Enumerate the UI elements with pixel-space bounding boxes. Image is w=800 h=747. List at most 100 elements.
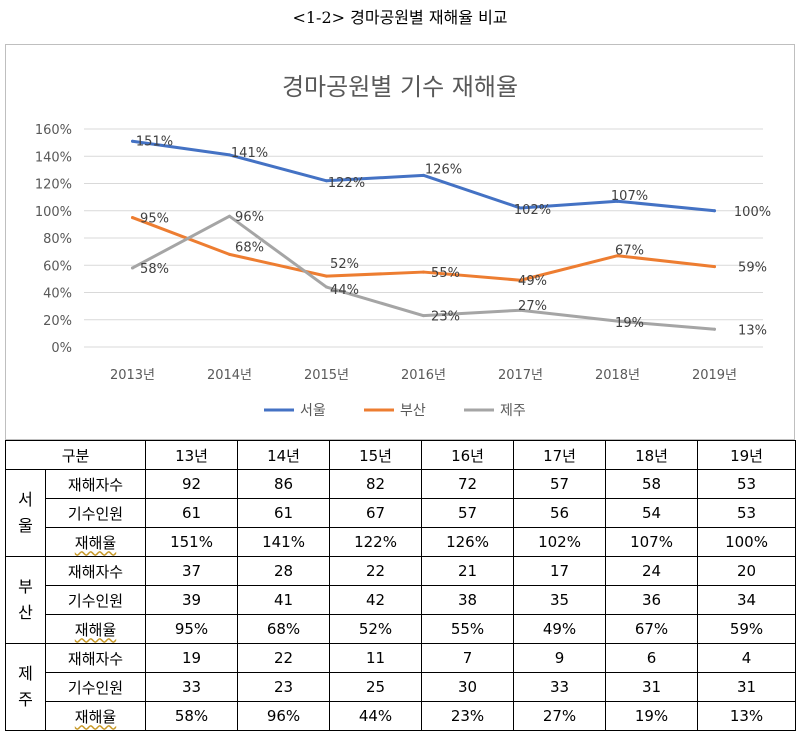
- figure-caption: <1-2> 경마공원별 재해율 비교: [292, 8, 508, 27]
- y-tick-label: 160%: [35, 123, 72, 138]
- data-point: [519, 308, 522, 312]
- data-label: 95%: [140, 212, 169, 227]
- value-cell: 58: [605, 469, 699, 499]
- value-cell: 19%: [605, 701, 699, 731]
- table-row: 제 주 재해자수 19 22 11 7 9 6 4: [5, 643, 797, 731]
- value-cell: 19: [145, 643, 239, 673]
- year-header-cell: 15년: [329, 440, 423, 470]
- data-label: 68%: [235, 240, 264, 255]
- table-row: 부 산 재해자수 37 28 22 21 17 24 20: [5, 556, 797, 644]
- data-label: 13%: [738, 323, 767, 338]
- data-label: 141%: [231, 146, 268, 161]
- value-cell: 38: [421, 585, 515, 615]
- table-row: 기수인원 33 23 25 30 33 31 31: [6, 672, 797, 702]
- value-cell: 39: [145, 585, 239, 615]
- table-row: 기수인원 61 61 67 57 56 54 53: [6, 498, 797, 528]
- value-cell: 13%: [697, 701, 797, 731]
- row-label-cell: 재해율: [44, 614, 147, 644]
- year-header-cell: 18년: [605, 440, 699, 470]
- data-label: 107%: [611, 189, 648, 204]
- row-label-cell: 재해율: [44, 527, 147, 557]
- data-label: 102%: [514, 203, 551, 218]
- data-point: [228, 252, 231, 256]
- value-cell: 33: [513, 672, 607, 702]
- value-cell: 61: [145, 498, 239, 528]
- data-point: [131, 266, 134, 270]
- value-cell: 27%: [513, 701, 607, 731]
- value-cell: 52%: [329, 614, 423, 644]
- value-cell: 22: [329, 556, 423, 586]
- data-point: [325, 274, 328, 278]
- row-label-cell: 재해자수: [44, 556, 147, 586]
- x-tick-label: 2019년: [692, 368, 737, 383]
- data-point: [228, 214, 231, 218]
- value-cell: 53: [697, 498, 797, 528]
- table-row: 서 울 재해자수 92 86 82 72 57 58 53: [5, 469, 797, 557]
- data-label: 100%: [734, 205, 771, 220]
- value-cell: 9: [513, 643, 607, 673]
- data-point: [713, 265, 716, 269]
- data-label: 55%: [431, 266, 460, 281]
- value-cell: 4: [697, 643, 797, 673]
- data-label: 44%: [330, 283, 359, 298]
- data-point: [616, 199, 619, 203]
- value-cell: 58%: [145, 701, 239, 731]
- y-tick-label: 60%: [43, 259, 72, 274]
- data-point: [713, 327, 716, 331]
- value-cell: 23: [237, 672, 331, 702]
- value-cell: 57: [513, 469, 607, 499]
- table-body: 서 울 재해자수 92 86 82 72 57 58 53 기수인원 61 61 67 57 56 54 53 재해…: [5, 469, 797, 731]
- data-point: [131, 216, 134, 220]
- value-cell: 24: [605, 556, 699, 586]
- value-cell: 102%: [513, 527, 607, 557]
- value-cell: 31: [605, 672, 699, 702]
- value-cell: 30: [421, 672, 515, 702]
- year-header-cell: 14년: [237, 440, 331, 470]
- data-label: 59%: [738, 261, 767, 276]
- data-label: 27%: [518, 299, 547, 314]
- value-cell: 25: [329, 672, 423, 702]
- data-label: 151%: [136, 134, 173, 149]
- x-tick-label: 2018년: [595, 368, 640, 383]
- value-cell: 68%: [237, 614, 331, 644]
- value-cell: 34: [697, 585, 797, 615]
- data-point: [422, 314, 425, 318]
- x-tick-label: 2016년: [401, 368, 446, 383]
- group-header-cell: 구분: [4, 440, 147, 470]
- table-row: 재해율 95% 68% 52% 55% 49% 67% 59%: [6, 614, 797, 644]
- value-cell: 107%: [605, 527, 699, 557]
- value-cell: 82: [329, 469, 423, 499]
- data-label: 126%: [425, 162, 462, 177]
- chart-title: 경마공원별 기수 재해율: [282, 73, 518, 101]
- x-tick-label: 2017년: [498, 368, 543, 383]
- data-point: [616, 254, 619, 258]
- data-point: [325, 179, 328, 183]
- value-cell: 86: [237, 469, 331, 499]
- value-cell: 37: [145, 556, 239, 586]
- value-cell: 11: [329, 643, 423, 673]
- data-label: 67%: [615, 244, 644, 259]
- data-point: [422, 270, 425, 274]
- data-point: [422, 173, 425, 177]
- row-label-cell: 재해자수: [44, 643, 147, 673]
- data-label: 49%: [518, 274, 547, 289]
- value-cell: 7: [421, 643, 515, 673]
- year-header-cell: 19년: [697, 440, 797, 470]
- value-cell: 72: [421, 469, 515, 499]
- x-tick-label: 2013년: [110, 368, 155, 383]
- value-cell: 67%: [605, 614, 699, 644]
- data-point: [325, 285, 328, 289]
- value-cell: 61: [237, 498, 331, 528]
- row-label-cell: 재해자수: [44, 469, 147, 499]
- data-label: 122%: [328, 176, 365, 191]
- y-tick-label: 0%: [51, 341, 72, 356]
- value-cell: 22: [237, 643, 331, 673]
- value-cell: 36: [605, 585, 699, 615]
- data-label: 96%: [235, 210, 264, 225]
- value-cell: 23%: [421, 701, 515, 731]
- legend-label: 제주: [500, 403, 526, 419]
- legend-label: 부산: [400, 403, 426, 419]
- data-label: 52%: [330, 257, 359, 272]
